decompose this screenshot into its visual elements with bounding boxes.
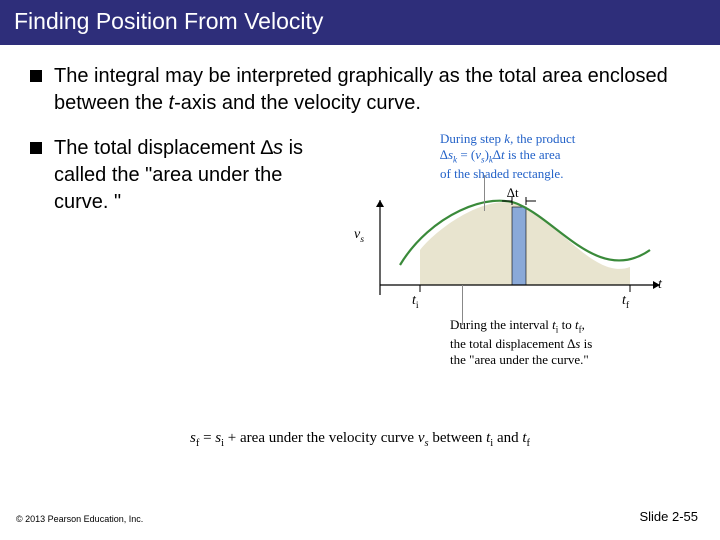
slide-number: Slide 2-55 xyxy=(639,509,698,524)
y-axis-arrow xyxy=(376,200,384,207)
content-area: The integral may be interpreted graphica… xyxy=(0,45,720,355)
delta: ∆ xyxy=(261,137,273,159)
bullet-2: The total displacement ∆s is called the … xyxy=(30,135,340,337)
text: -axis and the velocity curve. xyxy=(174,92,421,114)
y-axis-label: vs xyxy=(354,227,364,245)
annotation-bottom-arrow xyxy=(462,285,463,325)
bullet-2-text: The total displacement ∆s is called the … xyxy=(54,135,340,337)
bullet-marker xyxy=(30,70,42,82)
bullet-marker xyxy=(30,142,42,154)
text: The total displacement xyxy=(54,137,261,159)
tick-label-ti: ti xyxy=(412,293,419,311)
velocity-chart: During step k, the product ∆sk = (vs)k∆t… xyxy=(350,135,680,355)
slide-title: Finding Position From Velocity xyxy=(0,0,720,45)
tick-label-tf: tf xyxy=(622,293,629,311)
x-axis-label: t xyxy=(658,277,662,293)
annotation-top: During step k, the product ∆sk = (vs)k∆t… xyxy=(440,131,670,182)
var-s: s xyxy=(273,137,283,159)
bullet-1: The integral may be interpreted graphica… xyxy=(30,63,690,117)
bullet-1-text: The integral may be interpreted graphica… xyxy=(54,63,690,117)
annotation-top-arrow xyxy=(484,175,485,211)
formula: sf = si + area under the velocity curve … xyxy=(115,430,605,449)
shaded-rect xyxy=(512,207,526,285)
annotation-bottom: During the interval ti to tf, the total … xyxy=(450,317,670,368)
copyright: © 2013 Pearson Education, Inc. xyxy=(16,514,143,524)
